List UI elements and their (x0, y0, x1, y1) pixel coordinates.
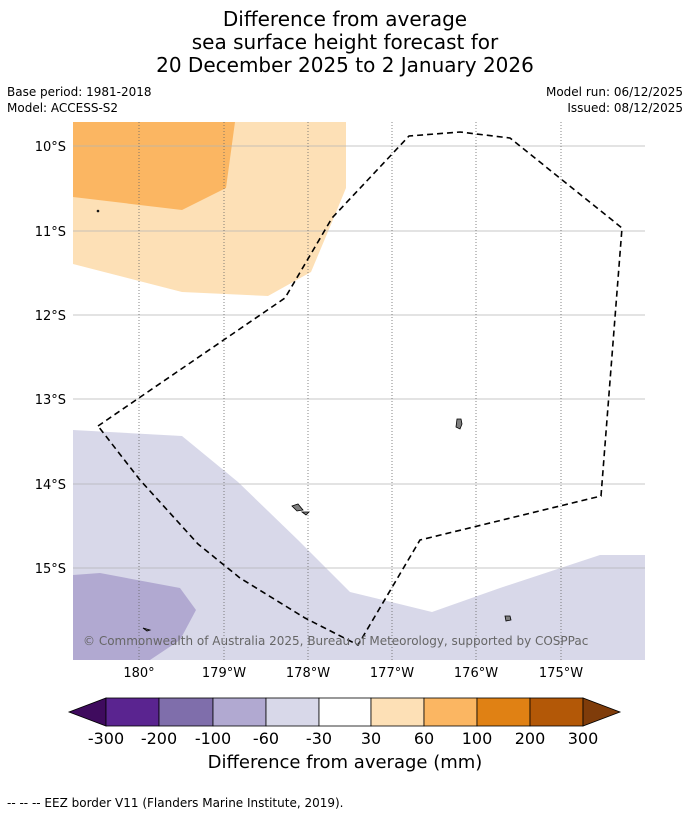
lon-label-176w: 176°W (454, 666, 498, 681)
issued-text: Issued: 08/12/2025 (567, 101, 683, 115)
colorbar-tick-label: -100 (195, 729, 231, 748)
colorbar-tick-label: -60 (253, 729, 279, 748)
colorbar-tick-label: -300 (88, 729, 124, 748)
map-area: © Commonwealth of Australia 2025, Bureau… (73, 122, 645, 660)
island-south (504, 615, 512, 622)
colorbar-label: Difference from average (mm) (207, 752, 483, 773)
colorbar-extend-low (67, 697, 107, 727)
island-west (291, 503, 304, 512)
lon-label-180: 180° (123, 666, 154, 681)
run-info: Model run: 06/12/2025 Issued: 08/12/2025 (546, 84, 683, 116)
anomaly-region-60-100 (73, 122, 235, 210)
colorbar (67, 697, 622, 727)
island-tokelau-east (455, 418, 463, 430)
lat-label-14s: 14°S (35, 478, 66, 493)
longitude-labels: 180° 179°W 178°W 177°W 176°W 175°W (123, 666, 583, 681)
lat-label-10s: 10°S (35, 140, 66, 155)
colorbar-bin-6 (370, 697, 425, 727)
map-title: Difference from average sea surface heig… (0, 8, 690, 77)
title-line-1: Difference from average (222, 7, 468, 31)
colorbar-extend-high (582, 697, 622, 727)
model-info: Base period: 1981-2018 Model: ACCESS-S2 (7, 84, 152, 116)
colorbar-tick-label: 100 (462, 729, 493, 748)
colorbar-tick-label: -200 (141, 729, 177, 748)
latitude-gridlines (73, 145, 645, 569)
colorbar-tick-label: -30 (306, 729, 332, 748)
colorbar-bin-8 (476, 697, 531, 727)
islands (96, 209, 512, 632)
eez-legend-text: -- -- -- EEZ border V11 (Flanders Marine… (7, 796, 344, 810)
islet-north (96, 209, 100, 213)
anomaly-region-neg60-neg100 (73, 573, 196, 660)
colorbar-bin-3 (212, 697, 267, 727)
base-period-text: Base period: 1981-2018 (7, 85, 152, 99)
lat-label-12s: 12°S (35, 309, 66, 324)
title-line-3: 20 December 2025 to 2 January 2026 (156, 53, 534, 77)
copyright-text: © Commonwealth of Australia 2025, Bureau… (83, 634, 588, 648)
colorbar-bin-1 (105, 697, 160, 727)
colorbar-bin-9 (529, 697, 584, 727)
title-line-2: sea surface height forecast for (191, 30, 499, 54)
colorbar-tick-label: 60 (414, 729, 434, 748)
colorbar-bin-5 (318, 697, 372, 727)
lon-label-178w: 178°W (286, 666, 330, 681)
colorbar-tick-label: 200 (515, 729, 546, 748)
island-southwest (142, 627, 152, 632)
model-run-text: Model run: 06/12/2025 (545, 85, 683, 99)
colorbar-bin-4 (265, 697, 320, 727)
colorbar-tick-label: 300 (568, 729, 599, 748)
colorbar-tick-label: 30 (361, 729, 381, 748)
lat-label-15s: 15°S (35, 562, 66, 577)
island-west-small (300, 511, 310, 516)
lat-label-13s: 13°S (35, 393, 66, 408)
lon-label-179w: 179°W (202, 666, 246, 681)
lon-label-175w: 175°W (539, 666, 583, 681)
anomaly-region-neg30-neg60 (73, 430, 645, 660)
colorbar-tick-labels: -300 -200 -100 -60 -30 30 60 100 200 300 (88, 729, 598, 748)
model-text: Model: ACCESS-S2 (7, 101, 119, 115)
colorbar-bin-2 (158, 697, 214, 727)
latitude-labels: 10°S 11°S 12°S 13°S 14°S 15°S (35, 140, 66, 577)
eez-border (96, 131, 623, 647)
colorbar-bin-7 (423, 697, 478, 727)
lon-label-177w: 177°W (370, 666, 414, 681)
lat-label-11s: 11°S (35, 225, 66, 240)
